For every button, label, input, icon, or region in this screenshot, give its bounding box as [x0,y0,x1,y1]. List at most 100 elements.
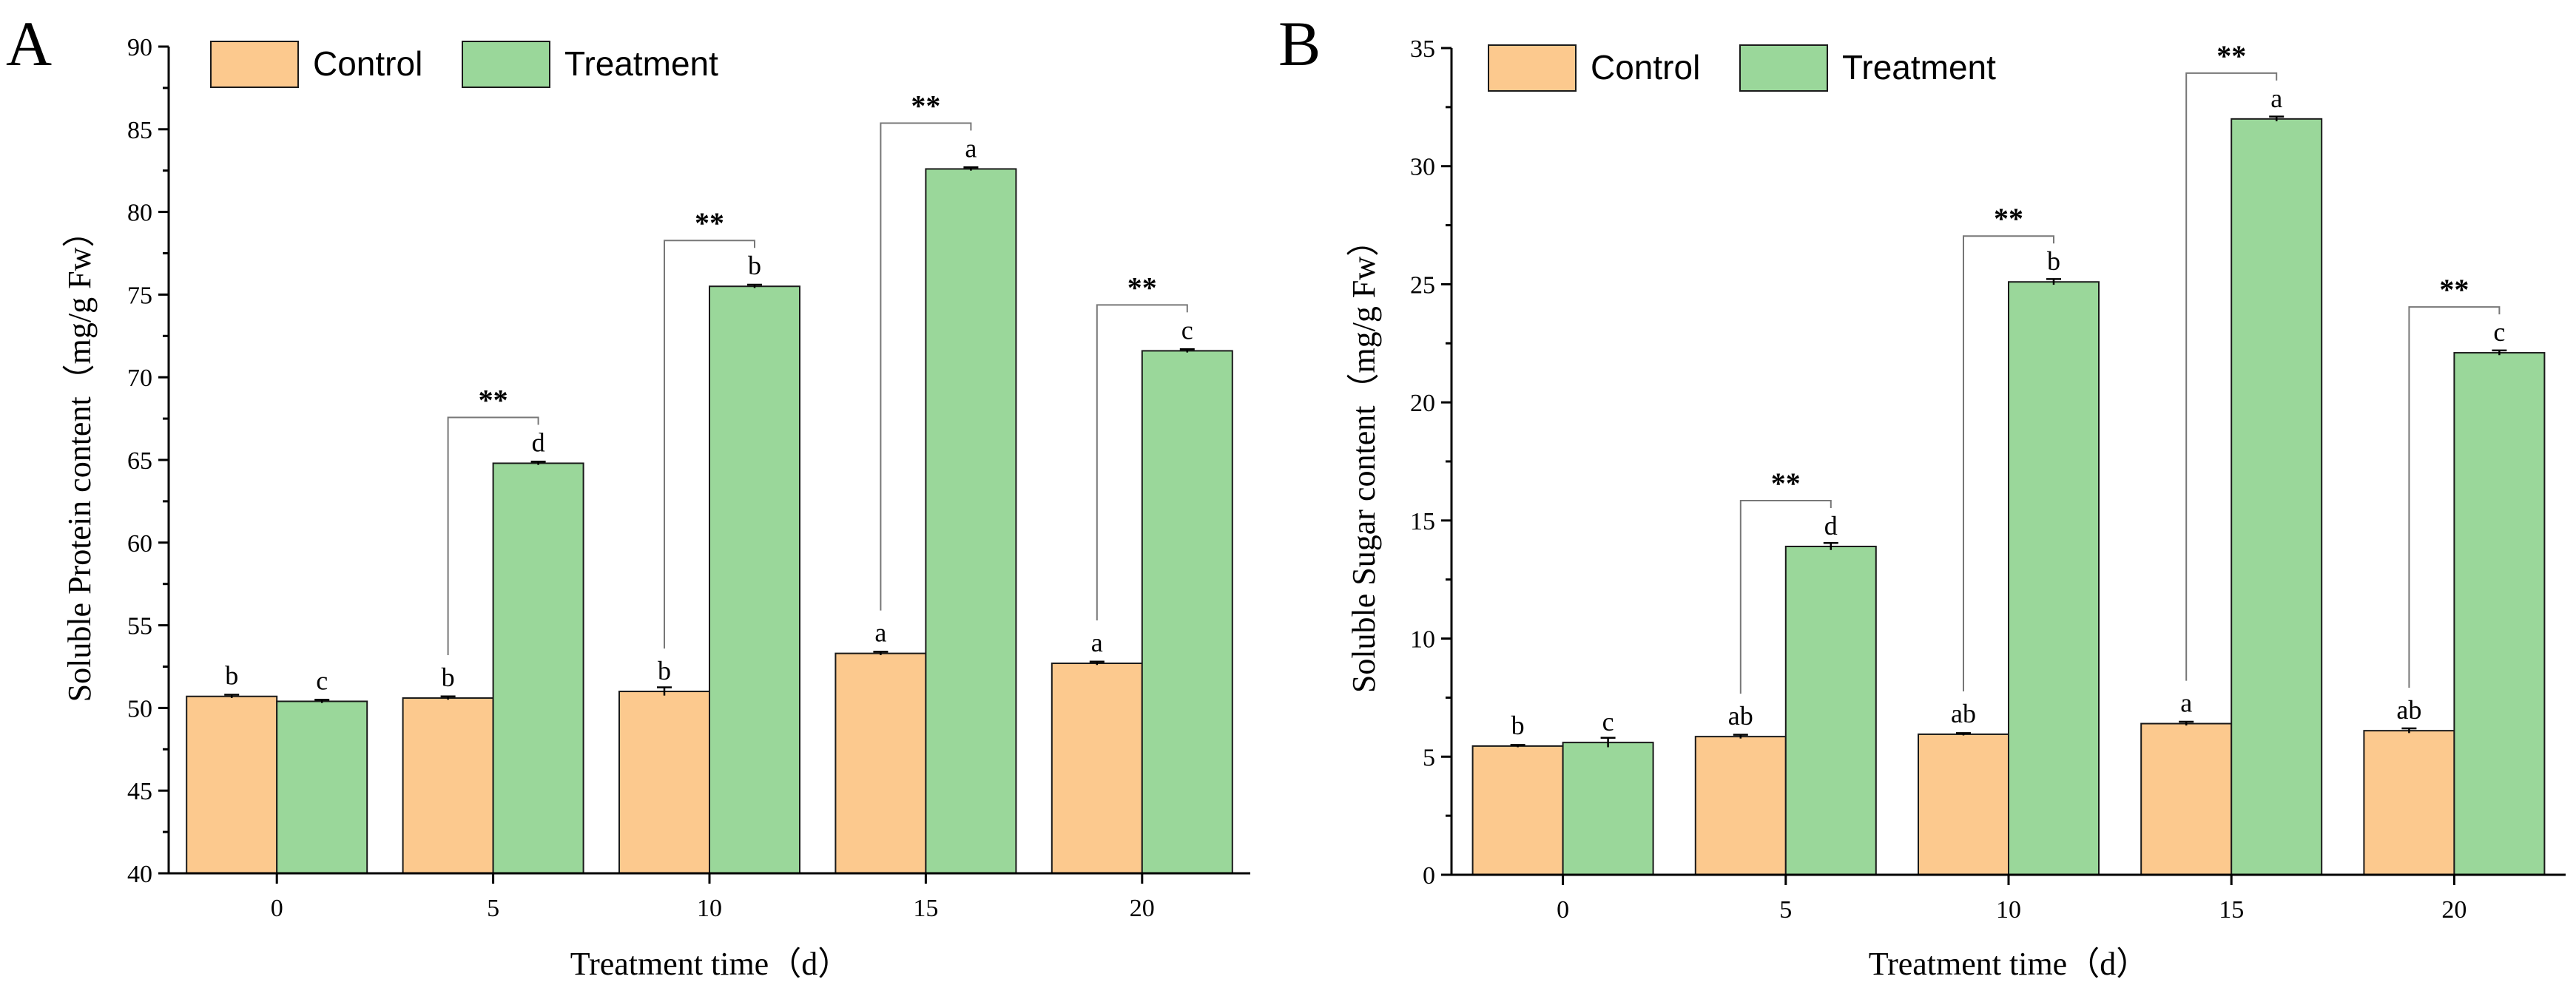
y-tick-label: 90 [127,34,152,61]
bar-control-20 [2363,730,2455,876]
bar-treatment-0 [1562,742,1654,876]
y-tick-label: 65 [127,447,152,475]
significance-bracket [1963,235,2054,691]
bar-treatment-15 [2231,118,2323,876]
significance-letter: c [2493,317,2505,347]
significance-letter: c [1181,315,1193,345]
bar-control-15 [834,652,927,874]
significance-letter: ab [1951,699,1976,728]
legend-swatch-treatment [1739,44,1828,92]
significance-stars: ** [1127,271,1157,304]
bar-treatment-10 [709,285,800,875]
y-tick-label: 50 [127,695,152,722]
y-tick-label: 60 [127,530,152,558]
bar-treatment-15 [925,168,1017,875]
y-tick-label: 40 [127,861,152,888]
y-tick-label: 80 [127,200,152,227]
y-tick-label: 5 [1423,744,1435,771]
significance-letter: a [965,133,977,163]
bar-control-20 [1051,663,1143,874]
panel-label: B [1278,8,1321,79]
chart-panel-a: A Soluble Protein content（mg/g Fw） Treatme… [6,8,1250,982]
y-tick-label: 15 [1410,508,1435,535]
significance-stars: ** [479,383,508,416]
x-axis-title: Treatment time（d） [1869,946,2148,982]
x-tick-label: 15 [2219,896,2244,924]
bar-control-0 [1471,745,1564,876]
y-tick-label: 85 [127,117,152,144]
significance-letter: a [2180,688,2192,718]
y-tick-label: 70 [127,365,152,392]
legend-swatch-control [210,41,299,88]
significance-stars: ** [1771,467,1801,500]
bar-treatment-20 [1141,350,1233,874]
legend-label-control: Control [313,44,422,83]
significance-letter: b [748,251,761,280]
y-tick-label: 0 [1423,862,1435,890]
legend: Control Treatment [210,41,718,88]
y-tick-label: 20 [1410,390,1435,417]
significance-stars: ** [2216,39,2246,72]
x-tick-label: 15 [913,895,938,922]
bar-control-0 [186,695,278,874]
bar-treatment-20 [2453,352,2546,876]
significance-letter: c [316,666,328,695]
y-tick-label: 25 [1410,271,1435,299]
significance-bracket [1096,304,1188,621]
significance-stars: ** [1994,202,2023,235]
x-tick-label: 0 [1557,896,1569,924]
x-axis-title: Treatment time（d） [570,946,850,982]
x-tick-label: 10 [697,895,722,922]
legend-label-treatment: Treatment [1842,48,1996,87]
y-tick-label: 55 [127,613,152,640]
significance-letter: d [532,427,545,457]
significance-bracket [447,416,539,655]
x-tick-label: 5 [487,895,499,922]
significance-letter: b [442,663,455,692]
significance-bracket [664,240,755,649]
bar-treatment-0 [276,700,368,874]
y-tick-label: 45 [127,778,152,805]
significance-letter: a [1091,628,1103,657]
significance-bracket [2408,306,2501,688]
bar-control-5 [402,697,494,875]
significance-bracket [880,122,972,611]
legend-swatch-control [1488,44,1577,92]
panel-label: A [6,8,52,79]
significance-letter: b [1511,711,1525,740]
x-tick-label: 5 [1779,896,1792,924]
y-axis-title: Soluble Sugar content（mg/g Fw） [1346,224,1382,693]
legend: Control Treatment [1488,44,1996,92]
significance-letter: b [658,656,671,685]
significance-bracket [1739,499,1832,694]
significance-letter: ab [1728,701,1753,731]
x-tick-label: 10 [1996,896,2021,924]
significance-letter: d [1824,511,1838,541]
y-axis-title: Soluble Protein content（mg/g Fw） [61,215,98,702]
legend-label-control: Control [1591,48,1700,87]
y-tick-label: 10 [1410,626,1435,654]
bar-control-10 [1918,733,2009,876]
significance-letter: a [2270,84,2282,113]
significance-letter: ab [2396,695,2421,725]
significance-letter: b [225,661,238,691]
x-tick-label: 20 [2441,896,2467,924]
significance-letter: b [2047,246,2060,276]
x-tick-label: 0 [271,895,283,922]
significance-bracket [2185,72,2278,681]
bar-treatment-10 [2008,281,2100,876]
x-tick-label: 20 [1130,895,1155,922]
bar-treatment-5 [492,462,584,874]
significance-stars: ** [695,206,724,240]
bar-control-15 [2140,722,2233,876]
y-tick-label: 35 [1410,35,1435,63]
significance-letter: a [874,618,886,648]
bar-control-10 [618,691,710,874]
bar-control-5 [1694,736,1787,876]
legend-label-treatment: Treatment [564,44,718,83]
y-tick-label: 75 [127,282,152,309]
bar-treatment-5 [1784,545,1877,876]
significance-stars: ** [911,89,940,122]
significance-stars: ** [2439,273,2469,306]
